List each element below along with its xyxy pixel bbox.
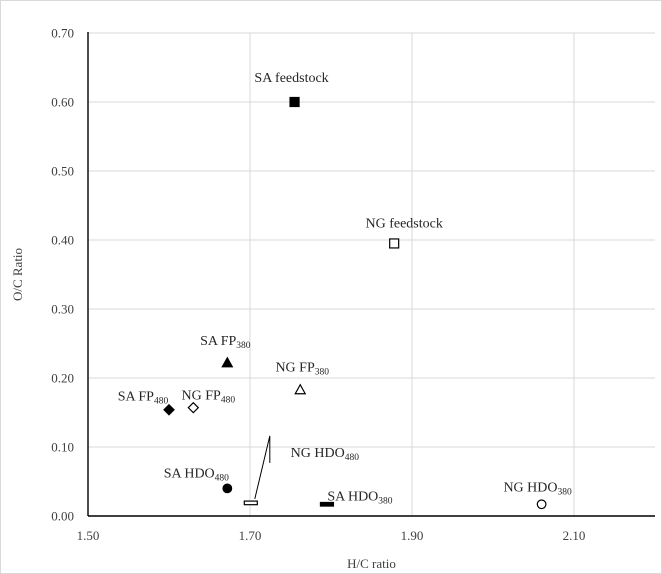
data-label: SA FP380 [200,334,251,351]
square-marker [289,96,300,108]
axes [87,32,655,517]
data-label: SA HDO380 [327,489,392,506]
data-label: SA FP480 [118,390,169,407]
leader-lines [254,435,271,500]
y-tick-label: 0.70 [51,26,74,41]
data-label-text: NG FP [275,361,315,376]
x-axis-title: H/C ratio [347,556,396,571]
gridlines [88,32,655,516]
data-label-subscript: 480 [215,473,230,483]
x-tick-label: 1.70 [239,528,262,543]
data-label-text: SA FP [200,334,236,349]
data-label: NG HDO480 [291,446,360,463]
leader-line [254,435,271,500]
data-label-text: NG feedstock [365,216,442,231]
data-label: SA feedstock [254,71,328,86]
y-tick-label: 0.30 [51,302,74,317]
diamond-marker [187,401,200,414]
circle-marker [222,483,233,494]
x-tick-label: 1.50 [77,528,100,543]
x-tick-label: 2.10 [563,528,586,543]
data-label-text: SA FP [118,390,154,405]
data-points [163,96,547,510]
dash-marker [243,500,258,506]
data-label-text: NG FP [182,389,222,404]
y-tick-label: 0.20 [51,371,74,386]
data-label-subscript: 380 [558,487,573,497]
triangle-marker [221,356,234,368]
y-tick-label: 0.10 [51,440,74,455]
y-tick-label: 0.60 [51,95,74,110]
data-label-subscript: 380 [315,368,330,378]
x-tick-label: 1.90 [401,528,424,543]
tick-labels: 0.00 0.10 0.20 0.30 0.40 0.50 0.60 0.70 1.50 1.70… [51,26,585,544]
data-label: NG HDO380 [503,480,572,497]
data-label-subscript: 480 [221,396,236,406]
data-label: NG feedstock [365,216,442,231]
data-label-text: NG HDO [503,480,557,495]
data-label: SA HDO480 [164,466,229,483]
triangle-marker [294,383,307,395]
y-tick-label: 0.00 [51,509,74,524]
data-label-subscript: 480 [345,453,360,463]
data-label-subscript: 480 [154,397,169,407]
data-label-text: SA HDO [327,489,378,504]
data-label-text: SA HDO [164,466,215,481]
y-tick-label: 0.50 [51,164,74,179]
y-tick-label: 0.40 [51,233,74,248]
data-label: NG FP480 [182,389,236,406]
y-axis-title: O/C Ratio [10,248,25,301]
dash-marker [319,501,335,507]
data-label-text: NG HDO [291,446,345,461]
square-marker [389,238,400,249]
data-label-subscript: 380 [236,341,251,351]
diamond-marker [163,403,175,416]
data-label-subscript: 380 [378,496,393,506]
circle-marker [536,499,547,510]
data-label-text: SA feedstock [254,71,328,86]
data-label: NG FP380 [275,361,329,378]
